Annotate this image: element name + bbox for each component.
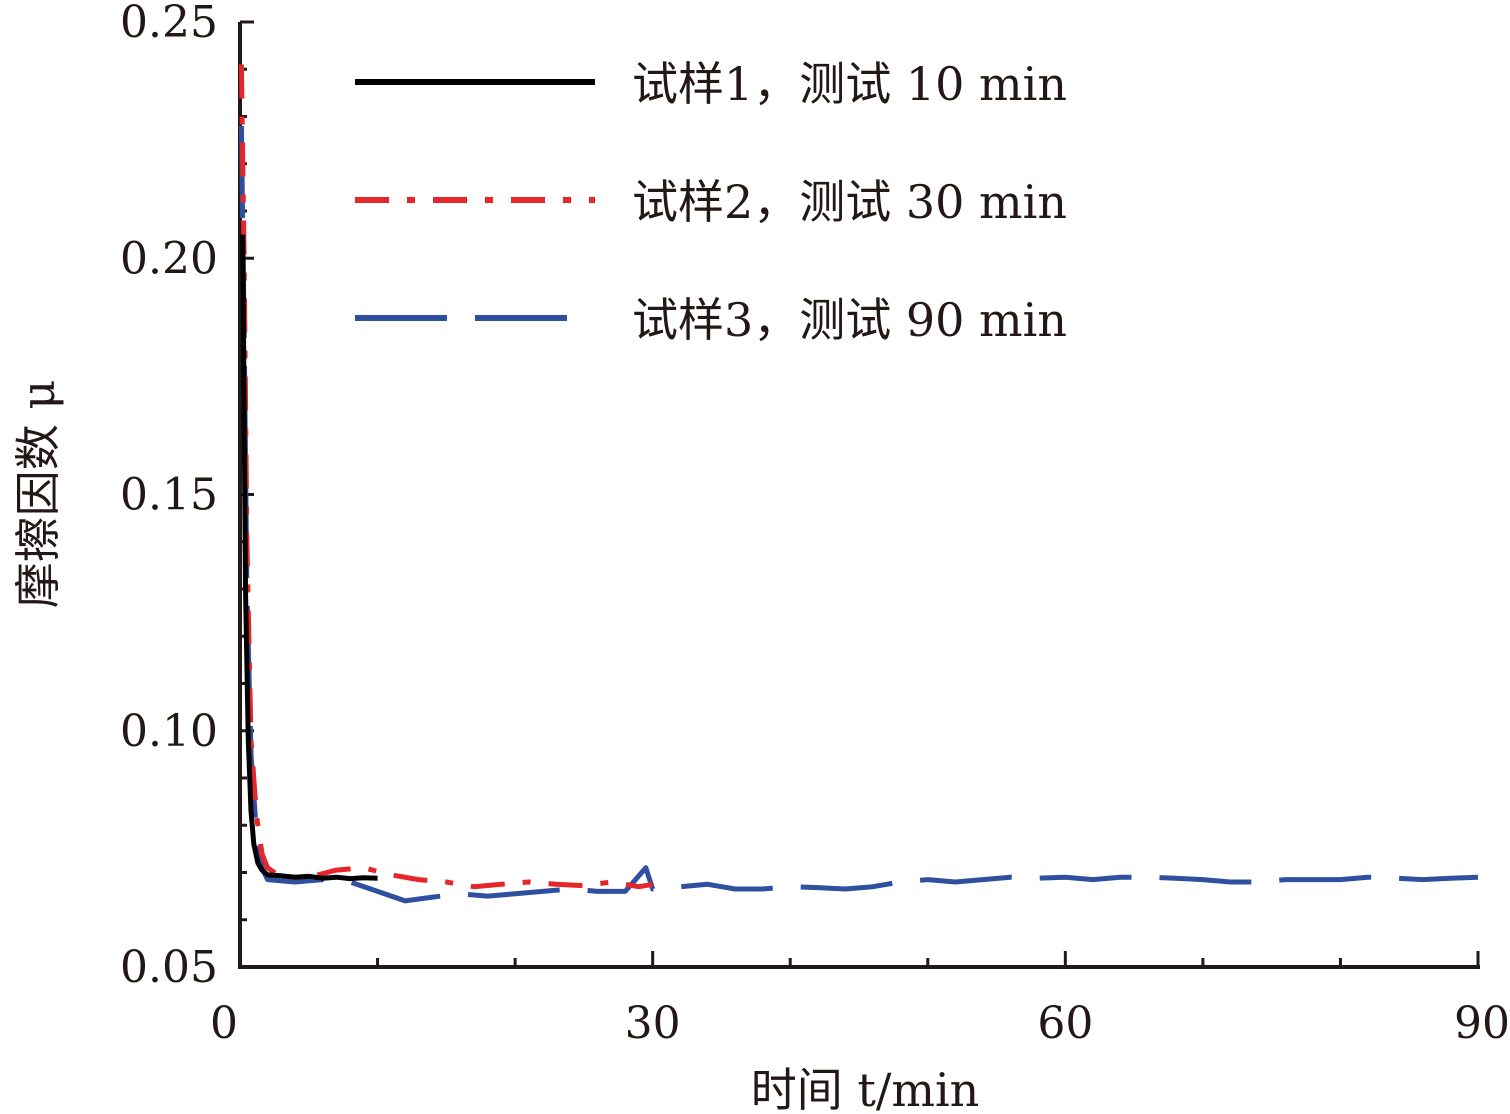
series-line-1 — [240, 234, 378, 882]
tick-labels-layer: 0.05 0.10 0.15 0.20 0.25 0 30 60 90 — [120, 0, 1510, 1049]
axes-layer — [238, 22, 1480, 969]
y-tick-label: 0.15 — [120, 470, 218, 521]
x-tick-label: 90 — [1454, 998, 1510, 1049]
legend-label-1: 试样1，测试 10 min — [632, 57, 1067, 111]
y-tick-label: 0.25 — [120, 0, 218, 48]
y-tick-label: 0.10 — [120, 706, 218, 757]
legend-label-2: 试样2，测试 30 min — [632, 175, 1067, 229]
y-tick-label: 0.05 — [120, 942, 218, 993]
x-tick-label: 60 — [1037, 998, 1093, 1049]
series-line-3 — [238, 125, 1479, 904]
x-tick-label: 30 — [625, 998, 681, 1049]
series-line-2 — [238, 64, 654, 890]
series-layer — [238, 64, 1479, 904]
x-axis-title: 时间 t/min — [751, 1063, 980, 1114]
y-tick-label: 0.20 — [120, 233, 218, 284]
ticks-layer — [238, 20, 1480, 969]
legend: 试样1，测试 10 min 试样2，测试 30 min 试样3，测试 90 min — [355, 57, 1067, 347]
y-axis-title: 摩擦因数 μ — [11, 380, 65, 609]
x-tick-label: 0 — [210, 998, 238, 1049]
legend-label-3: 试样3，测试 90 min — [632, 293, 1067, 347]
